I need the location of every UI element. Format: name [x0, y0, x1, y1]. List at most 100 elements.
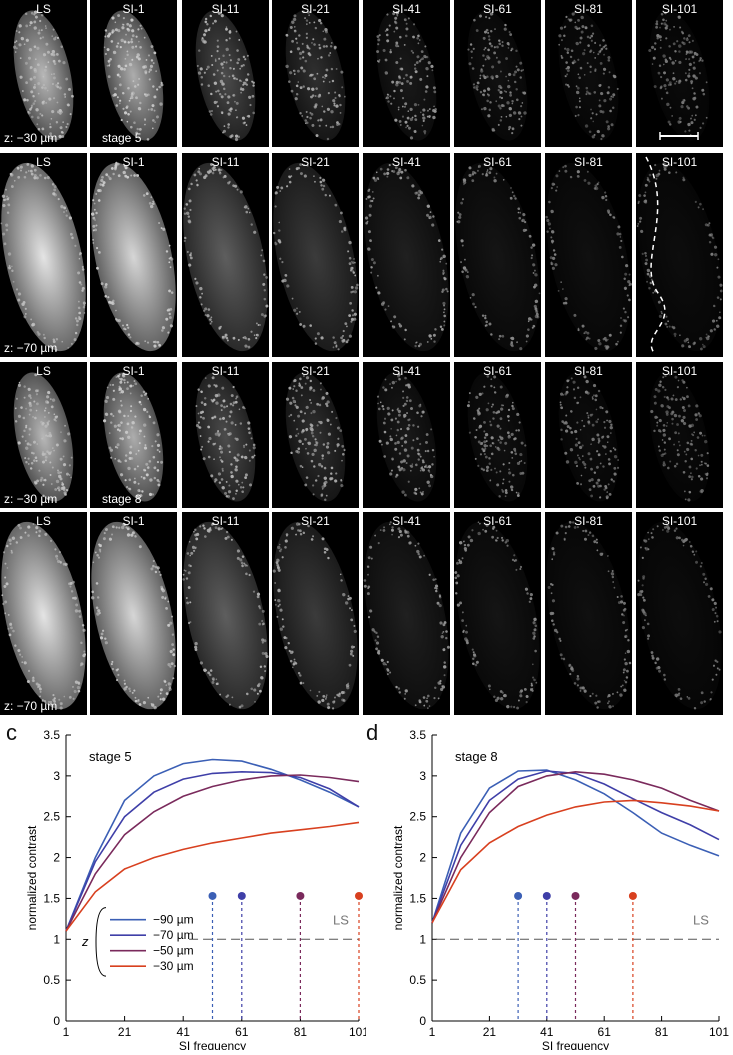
y-tick-label: 0: [419, 1014, 426, 1028]
y-tick-label: 0.5: [409, 973, 426, 987]
microscopy-tile: SI-11: [182, 0, 269, 147]
tile-title: SI-41: [392, 514, 421, 528]
microscopy-tile: LS z: −30 µm: [0, 0, 87, 147]
embryo-image: [649, 372, 710, 502]
tile-title: SI-11: [211, 2, 240, 16]
tile-title: SI-11: [211, 364, 240, 378]
microscopy-tile: SI-11: [182, 362, 269, 508]
x-tick-label: 81: [294, 1025, 308, 1039]
embryo-image: [1, 521, 87, 710]
tile-title: SI-21: [301, 2, 330, 16]
embryo-image: [636, 156, 723, 354]
tile-title: SI-61: [483, 364, 512, 378]
microscopy-tile: SI-101: [636, 362, 723, 508]
x-tick-label: 61: [598, 1025, 612, 1039]
y-tick-label: 1.5: [43, 891, 60, 905]
series-line: [65, 774, 360, 932]
embryo-image: [558, 372, 620, 502]
tile-title: LS: [36, 2, 51, 16]
embryo-image: [546, 520, 632, 710]
peak-marker-dot: [542, 891, 551, 900]
y-tick-label: 3.5: [43, 730, 60, 742]
microscopy-tile: LS z: −30 µm: [0, 362, 87, 508]
microscopy-tile: SI-61: [454, 0, 541, 147]
embryo-image: [558, 10, 619, 141]
tile-title: SI-41: [392, 2, 421, 16]
x-axis-label: SI frequency: [179, 1039, 246, 1050]
x-tick-label: 101: [349, 1025, 366, 1039]
y-tick-label: 1.5: [409, 891, 426, 905]
y-tick-label: 0: [53, 1014, 60, 1028]
embryo-image: [272, 521, 358, 710]
x-tick-label: 21: [483, 1025, 497, 1039]
tile-title: SI-41: [392, 155, 421, 169]
tile-title: SI-21: [301, 364, 330, 378]
x-tick-label: 1: [63, 1025, 70, 1039]
ls-baseline-label: LS: [333, 912, 349, 927]
z-depth-label: z: −30 µm: [4, 131, 58, 145]
chart-stage5: 0 0.5 1 1.5 2 2.5 3 3.5 1 21 41 61 81 101 SI frequency…: [0, 728, 369, 1053]
peak-marker-dot: [628, 891, 637, 900]
legend-brace: [95, 907, 107, 977]
z-depth-label: z: −70 µm: [4, 341, 58, 355]
embryo-image: [103, 10, 164, 141]
tile-title: SI-11: [211, 155, 240, 169]
peak-marker-dot: [355, 891, 363, 900]
tile-title: SI-81: [574, 155, 603, 169]
microscopy-tile: SI-61: [454, 512, 541, 715]
y-tick-label: 2.5: [409, 810, 426, 824]
tile-title: SI-101: [661, 364, 698, 378]
tile-title: SI-101: [661, 2, 698, 16]
x-tick-label: 1: [429, 1025, 436, 1039]
tile-title: SI-21: [301, 514, 330, 528]
tile-title: SI-61: [483, 155, 512, 169]
embryo-image: [637, 521, 722, 710]
embryo-image: [183, 162, 269, 352]
tile-title: SI-1: [122, 364, 145, 378]
x-tick-label: 21: [118, 1025, 132, 1039]
microscopy-tile: SI-81: [545, 0, 632, 147]
y-tick-label: 2.5: [43, 810, 60, 824]
series-line: [65, 758, 360, 932]
microscopy-tile: SI-61: [454, 153, 541, 357]
embryo-image: [363, 521, 450, 710]
embryo-image: [545, 162, 632, 352]
embryo-image: [467, 10, 528, 141]
embryo-image: [91, 521, 177, 710]
microscopy-tile: SI-41: [363, 512, 450, 715]
ls-baseline-label: LS: [693, 912, 709, 927]
embryo-image: [182, 521, 269, 710]
chart-stage8-svg: 0 0.5 1 1.5 2 2.5 3 3.5 1 21 41 61 81 101 SI frequency…: [391, 728, 729, 1053]
embryo-image: [13, 372, 74, 502]
embryo-image: [454, 521, 540, 710]
y-tick-label: 2: [419, 851, 426, 865]
microscopy-tile: SI-81: [545, 362, 632, 508]
tile-title: SI-1: [122, 155, 145, 169]
tile-title: SI-11: [211, 514, 240, 528]
tile-title: SI-61: [483, 514, 512, 528]
embryo-image: [90, 161, 176, 352]
embryo-image: [648, 10, 710, 141]
microscopy-tile: SI-1 stage 5: [90, 0, 177, 147]
microscopy-tile: SI-21: [272, 362, 359, 508]
y-tick-label: 3: [419, 769, 426, 783]
microscopy-tile: SI-1: [90, 153, 177, 357]
z-depth-label: z: −30 µm: [4, 492, 58, 506]
tile-title: LS: [36, 155, 51, 169]
embryo-image: [285, 10, 346, 141]
y-tick-label: 2: [53, 851, 60, 865]
embryo-image: [273, 162, 359, 352]
microscopy-tile: SI-61: [454, 362, 541, 508]
microscopy-tile: SI-41: [363, 153, 450, 357]
microscopy-tile: SI-21: [272, 0, 359, 147]
embryo-image: [285, 372, 346, 502]
chart-title: stage 8: [455, 749, 498, 764]
embryo-image: [102, 372, 164, 502]
embryo-image: [195, 372, 256, 502]
embryo-image: [455, 162, 541, 352]
microscopy-tile: SI-21: [272, 153, 359, 357]
x-axis-label: SI frequency: [542, 1039, 609, 1050]
tile-title: SI-101: [661, 514, 698, 528]
tile-title: SI-61: [483, 2, 512, 16]
embryo-image: [13, 10, 74, 141]
